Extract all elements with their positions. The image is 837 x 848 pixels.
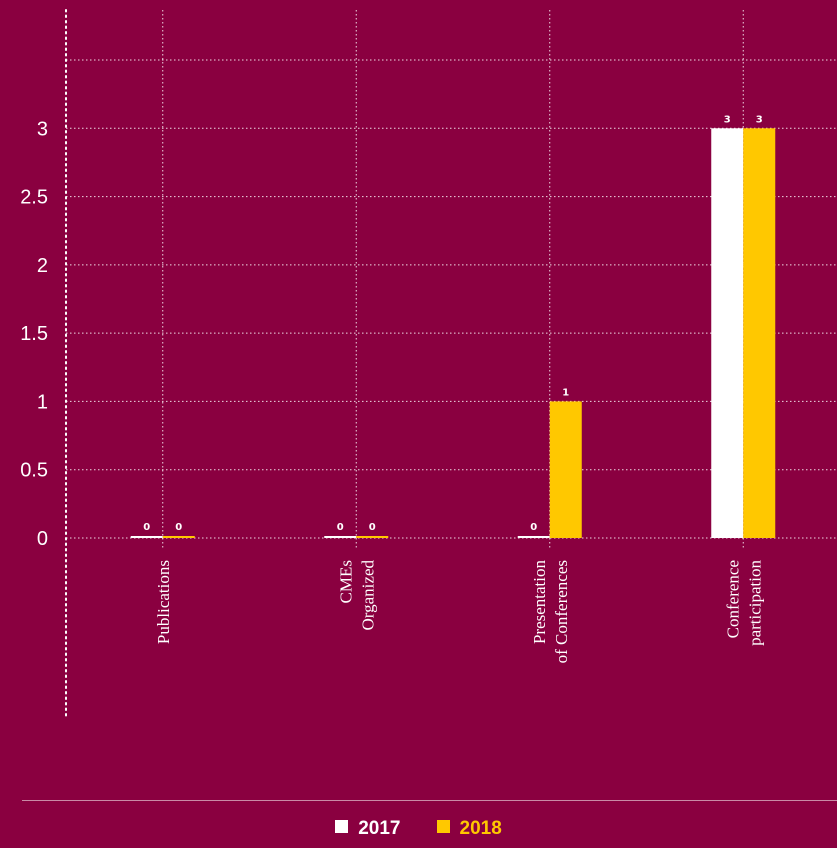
bar-2018	[743, 128, 776, 539]
gridlines	[66, 10, 837, 550]
bar-2018	[549, 401, 582, 538]
y-tick-label: 2.5	[20, 187, 48, 209]
data-label: 0	[530, 522, 537, 533]
legend-swatch	[436, 820, 450, 833]
data-labels: 0 0 0 0 0 1 3 3	[143, 114, 763, 533]
legend-divider	[22, 800, 837, 801]
data-label: 0	[143, 522, 150, 533]
x-category-label: Organized	[358, 560, 377, 631]
bar-2017	[517, 536, 550, 538]
data-label: 0	[369, 522, 376, 533]
bar-2018	[162, 536, 195, 538]
y-tick-label: 0.5	[20, 460, 48, 482]
y-tick-label: 1.5	[20, 323, 48, 345]
bar-2017	[130, 536, 163, 538]
y-axis: 0 0.5 1 1.5 2 2.5 3	[20, 9, 67, 719]
y-tick-label: 1	[37, 391, 48, 413]
y-tick-label: 2	[37, 255, 48, 277]
legend-item-2017: 2017	[335, 818, 401, 840]
x-category-label: Presentation	[530, 560, 549, 645]
bar-chart: 0 0.5 1 1.5 2 2.5 3 0 0 0 0 0 1 3 3 Publications CMEs O…	[20, 9, 837, 719]
data-label: 1	[562, 387, 569, 398]
data-label: 3	[724, 114, 731, 125]
x-category-label: of Conferences	[552, 560, 571, 663]
legend-swatch	[335, 820, 349, 833]
legend-label: 2018	[459, 818, 502, 839]
x-category-label: participation	[745, 560, 764, 646]
x-category-label: Conference	[723, 560, 742, 638]
bar-2017	[324, 536, 357, 538]
y-tick-label: 0	[37, 528, 48, 550]
data-label: 0	[337, 522, 344, 533]
legend-label: 2017	[358, 818, 401, 839]
x-category-label: CMEs	[336, 560, 355, 603]
legend-item-2018: 2018	[436, 818, 502, 840]
bars	[130, 128, 776, 539]
bar-2018	[356, 536, 389, 538]
x-category-label: Publications	[154, 560, 173, 644]
data-label: 0	[175, 522, 182, 533]
data-label: 3	[756, 114, 763, 125]
bar-2017	[711, 128, 744, 539]
legend: 2017 2018	[0, 818, 837, 840]
y-tick-label: 3	[37, 118, 48, 140]
x-axis-labels: Publications CMEs Organized Presentation of …	[154, 560, 765, 664]
